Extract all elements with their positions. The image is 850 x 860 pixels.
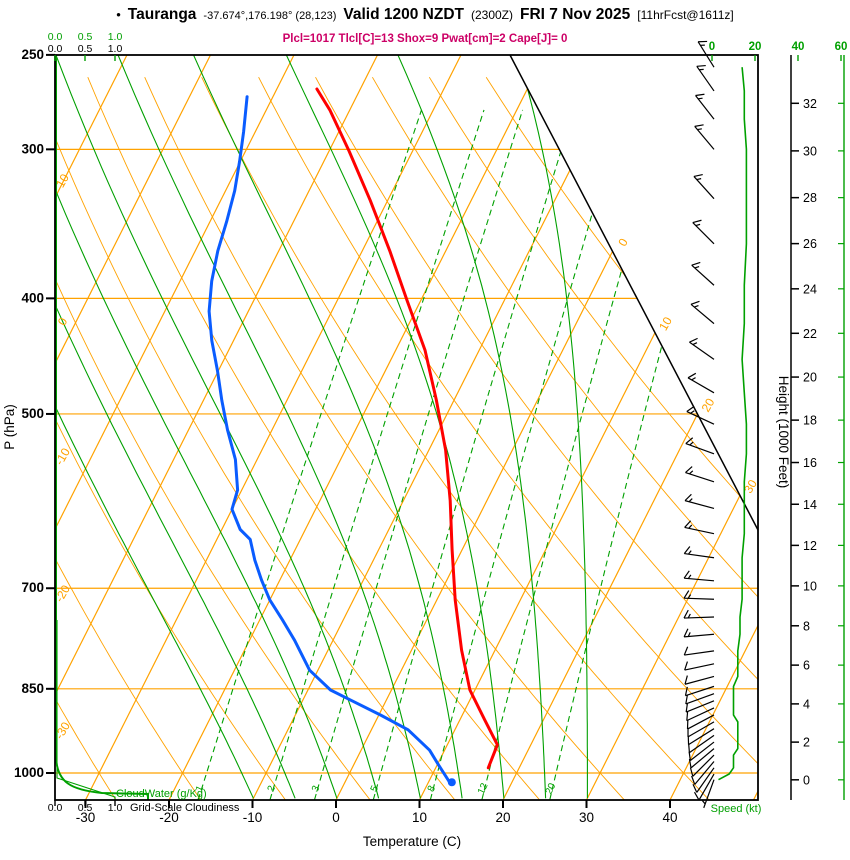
svg-text:5: 5: [369, 784, 382, 794]
svg-text:300: 300: [21, 141, 44, 156]
svg-text:0: 0: [332, 810, 340, 825]
svg-text:1.0: 1.0: [108, 43, 123, 55]
svg-text:-20: -20: [159, 810, 179, 825]
stability-indices: Plcl=1017 Tlcl[C]=13 Shox=9 Pwat[cm]=2 C…: [282, 33, 568, 45]
svg-text:28: 28: [803, 191, 817, 205]
svg-text:1.0: 1.0: [108, 802, 123, 814]
svg-text:6: 6: [803, 659, 810, 673]
svg-text:0.5: 0.5: [78, 43, 93, 55]
svg-text:10: 10: [656, 314, 675, 333]
station-coords: -37.674°,176.198° (28,123): [203, 10, 337, 22]
svg-text:Height (1000 Feet): Height (1000 Feet): [776, 376, 791, 489]
svg-text:10: 10: [412, 810, 427, 825]
valid-time: Valid 1200 NZDT: [343, 6, 464, 23]
svg-text:40: 40: [662, 810, 677, 825]
svg-text:16: 16: [803, 456, 817, 470]
svg-text:1.0: 1.0: [108, 31, 123, 43]
station-name: Tauranga: [127, 6, 197, 23]
svg-text:0: 0: [615, 236, 631, 249]
svg-text:850: 850: [21, 681, 44, 696]
svg-text:20: 20: [544, 781, 559, 796]
svg-text:20: 20: [495, 810, 510, 825]
svg-text:20: 20: [699, 396, 718, 415]
svg-text:30: 30: [741, 477, 760, 496]
svg-text:1: 1: [194, 784, 207, 794]
svg-text:0.0: 0.0: [48, 31, 63, 43]
svg-text:500: 500: [21, 406, 44, 421]
svg-text:Temperature (C): Temperature (C): [363, 834, 461, 849]
svg-text:40: 40: [792, 41, 805, 53]
svg-text:26: 26: [803, 237, 817, 251]
svg-text:0.5: 0.5: [78, 802, 93, 814]
svg-text:18: 18: [803, 414, 817, 428]
forecast-tag: [11hrFcst@1611z]: [637, 8, 734, 22]
svg-text:60: 60: [835, 41, 848, 53]
svg-text:Grid-Scale Cloudiness: Grid-Scale Cloudiness: [130, 802, 240, 814]
svg-text:0.5: 0.5: [78, 31, 93, 43]
svg-text:400: 400: [21, 290, 44, 305]
svg-text:-30: -30: [76, 810, 96, 825]
svg-text:20: 20: [803, 371, 817, 385]
svg-text:4: 4: [803, 697, 810, 711]
svg-text:1000: 1000: [14, 765, 44, 780]
svg-text:3: 3: [310, 784, 323, 794]
svg-text:0: 0: [803, 773, 810, 787]
svg-text:12: 12: [476, 781, 491, 796]
svg-text:12: 12: [803, 539, 817, 553]
svg-text:Speed (kt): Speed (kt): [711, 803, 762, 815]
svg-text:0: 0: [709, 41, 715, 53]
svg-text:700: 700: [21, 580, 44, 595]
svg-text:22: 22: [803, 327, 817, 341]
svg-text:0: 0: [55, 315, 71, 328]
svg-text:32: 32: [803, 97, 817, 111]
svg-text:2: 2: [803, 736, 810, 750]
svg-text:14: 14: [803, 498, 817, 512]
valid-date: FRI 7 Nov 2025: [520, 6, 631, 23]
svg-text:-10: -10: [243, 810, 263, 825]
svg-text:8: 8: [426, 784, 439, 794]
svg-text:20: 20: [749, 41, 762, 53]
svg-text:P (hPa): P (hPa): [2, 404, 17, 450]
svg-text:0.0: 0.0: [48, 43, 63, 55]
valid-zulu: (2300Z): [470, 8, 514, 22]
title-bar: • Tauranga -37.674°,176.198° (28,123) Va…: [0, 6, 850, 24]
svg-text:30: 30: [803, 144, 817, 158]
svg-text:10: 10: [53, 171, 72, 190]
svg-text:30: 30: [579, 810, 594, 825]
svg-text:24: 24: [803, 282, 817, 296]
svg-text:250: 250: [21, 47, 44, 62]
svg-text:2: 2: [266, 784, 279, 794]
svg-text:10: 10: [803, 579, 817, 593]
station-bullet: •: [116, 7, 121, 22]
svg-text:8: 8: [803, 619, 810, 633]
svg-text:0.0: 0.0: [48, 802, 63, 814]
svg-text:CloudWater (g/Kg): CloudWater (g/Kg): [116, 788, 207, 800]
